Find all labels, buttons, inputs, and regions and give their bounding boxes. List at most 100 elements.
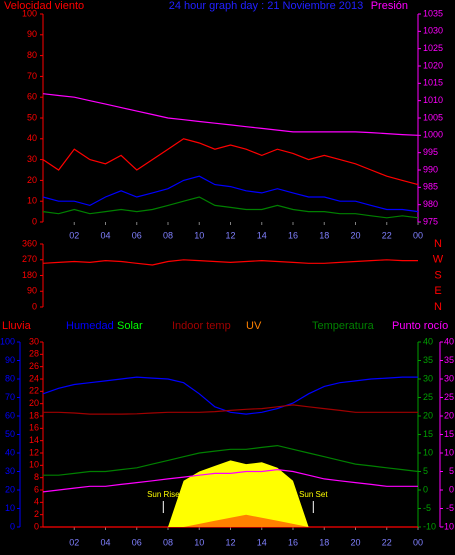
y-tick-label: 22 bbox=[29, 386, 39, 396]
y-tick-label: 40 bbox=[5, 447, 15, 457]
y-tick-label: 18 bbox=[29, 410, 39, 420]
chart-title: 24 hour graph day : 21 Noviembre 2013 bbox=[169, 0, 363, 12]
y-tick-label: 1015 bbox=[423, 78, 443, 88]
y-tick-label: 30 bbox=[444, 373, 454, 383]
y-tick-label: 70 bbox=[5, 392, 15, 402]
x-tick-label: 02 bbox=[69, 537, 79, 547]
x-tick-label: 12 bbox=[225, 230, 235, 240]
y-tick-label: -10 bbox=[441, 521, 454, 531]
y-tick-label: 35 bbox=[423, 355, 433, 365]
legend-label: Punto rocío bbox=[392, 320, 448, 332]
line bbox=[42, 259, 418, 266]
y-tick-label: 100 bbox=[22, 8, 37, 18]
y-tick-label: 6 bbox=[34, 484, 39, 494]
y-tick-label: 180 bbox=[22, 270, 37, 280]
x-tick-label: 16 bbox=[288, 537, 298, 547]
y-tick-label: 80 bbox=[5, 373, 15, 383]
y-tick-label: 60 bbox=[5, 410, 15, 420]
y-tick-label: 1020 bbox=[423, 60, 443, 70]
y-tick-label: 5 bbox=[423, 466, 428, 476]
x-tick-label: 00 bbox=[413, 230, 423, 240]
y-tick-label: 90 bbox=[27, 29, 37, 39]
y-tick-label: 25 bbox=[444, 392, 454, 402]
x-tick-label: 14 bbox=[257, 230, 267, 240]
line bbox=[43, 404, 418, 415]
y-tick-label: 30 bbox=[29, 336, 39, 346]
y-tick-label: 10 bbox=[27, 196, 37, 206]
direction-label: W bbox=[433, 254, 444, 266]
y-tick-label: 1000 bbox=[423, 130, 443, 140]
x-tick-label: 10 bbox=[194, 537, 204, 547]
x-tick-label: 06 bbox=[132, 537, 142, 547]
y-tick-label: 40 bbox=[27, 133, 37, 143]
x-tick-label: 04 bbox=[100, 537, 110, 547]
y-tick-label: 80 bbox=[27, 50, 37, 60]
x-tick-label: 18 bbox=[319, 537, 329, 547]
y-tick-label: 8 bbox=[34, 472, 39, 482]
x-tick-label: 06 bbox=[132, 230, 142, 240]
y-tick-label: 4 bbox=[34, 497, 39, 507]
y-tick-label: 360 bbox=[22, 238, 37, 248]
x-tick-label: 14 bbox=[257, 537, 267, 547]
y-tick-label: 0 bbox=[423, 484, 428, 494]
y-tick-label: 1030 bbox=[423, 26, 443, 36]
x-tick-label: 02 bbox=[69, 230, 79, 240]
y-tick-label: 50 bbox=[5, 429, 15, 439]
y-tick-label: 30 bbox=[5, 466, 15, 476]
x-tick-label: 12 bbox=[225, 537, 235, 547]
area bbox=[43, 514, 418, 527]
y-tick-label: 90 bbox=[27, 286, 37, 296]
y-tick-label: 0 bbox=[34, 521, 39, 531]
line bbox=[42, 196, 419, 219]
y-tick-label: 1005 bbox=[423, 112, 443, 122]
direction-label: N bbox=[434, 301, 442, 313]
x-tick-label: 10 bbox=[194, 230, 204, 240]
y-tick-label: 24 bbox=[29, 373, 39, 383]
y-tick-label: 26 bbox=[29, 361, 39, 371]
line bbox=[42, 468, 418, 493]
y-tick-label: 35 bbox=[444, 355, 454, 365]
y-tick-label: 10 bbox=[5, 503, 15, 513]
x-tick-label: 20 bbox=[350, 230, 360, 240]
y-tick-label: 0 bbox=[32, 216, 37, 226]
y-tick-label: 2 bbox=[34, 509, 39, 519]
y-tick-label: 15 bbox=[444, 429, 454, 439]
x-tick-label: 00 bbox=[413, 537, 423, 547]
line bbox=[42, 138, 419, 186]
y-tick-label: -10 bbox=[423, 521, 436, 531]
legend-label: Temperatura bbox=[312, 320, 375, 332]
y-tick-label: 90 bbox=[5, 355, 15, 365]
annotation: Sun Rise bbox=[147, 490, 180, 499]
x-tick-label: 16 bbox=[288, 230, 298, 240]
x-tick-label: 20 bbox=[350, 537, 360, 547]
y-tick-label: 0 bbox=[449, 484, 454, 494]
y-tick-label: 50 bbox=[27, 112, 37, 122]
y-tick-label: 995 bbox=[423, 147, 438, 157]
legend-label: Indoor temp bbox=[172, 320, 231, 332]
y-tick-label: 14 bbox=[29, 435, 39, 445]
y-tick-label: 20 bbox=[29, 398, 39, 408]
y-tick-label: 12 bbox=[29, 447, 39, 457]
y-tick-label: 990 bbox=[423, 164, 438, 174]
x-tick-label: 22 bbox=[382, 537, 392, 547]
y-tick-label: 10 bbox=[29, 460, 39, 470]
x-tick-label: 08 bbox=[163, 230, 173, 240]
y-tick-label: 25 bbox=[423, 392, 433, 402]
y-tick-label: 0 bbox=[10, 521, 15, 531]
y-tick-label: 20 bbox=[5, 484, 15, 494]
legend-label: UV bbox=[246, 320, 262, 332]
legend-label: Solar bbox=[117, 320, 143, 332]
line bbox=[43, 444, 419, 476]
legend-label: Lluvia bbox=[2, 320, 32, 332]
direction-label: S bbox=[434, 269, 441, 281]
direction-label: N bbox=[434, 238, 442, 250]
area bbox=[43, 460, 418, 527]
y-tick-label: -5 bbox=[446, 503, 454, 513]
x-tick-label: 08 bbox=[163, 537, 173, 547]
y-tick-label: 0 bbox=[32, 301, 37, 311]
y-tick-label: 100 bbox=[0, 336, 15, 346]
line bbox=[42, 175, 419, 213]
y-tick-label: 975 bbox=[423, 216, 438, 226]
